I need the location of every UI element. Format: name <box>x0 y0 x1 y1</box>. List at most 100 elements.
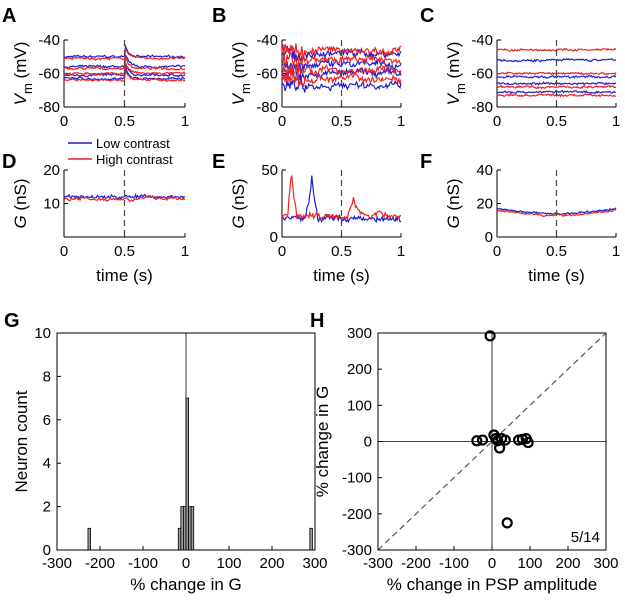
y-tick-label: -40 <box>256 32 278 49</box>
y-tick-label: -200 <box>342 506 372 523</box>
y-tick-label: 2 <box>43 499 51 516</box>
y-axis-label-symbol: G <box>229 215 248 228</box>
x-tick-label: 100 <box>517 555 542 572</box>
legend-label-low: Low contrast <box>96 136 170 151</box>
y-tick-label: 0 <box>43 542 51 559</box>
y-axis-label-subscript: m <box>20 83 35 94</box>
scatter-point <box>484 330 496 342</box>
x-tick-label: 0 <box>278 243 286 260</box>
x-tick-label: 300 <box>302 555 327 572</box>
y-tick-label: -40 <box>471 32 493 49</box>
y-axis-label: Vm (mV) <box>444 42 468 106</box>
x-tick-label: -300 <box>363 555 393 572</box>
x-tick-label: 0.5 <box>331 113 352 130</box>
y-tick-label: -100 <box>342 470 372 487</box>
y-tick-label: 8 <box>43 368 51 385</box>
trace-high-contrast <box>63 194 186 203</box>
x-axis-label: time (s) <box>313 266 370 285</box>
panel-g: G 0 2 4 6 8 10 -300 -200 -100 0 100 200 300 % change i… <box>4 310 328 594</box>
y-tick-label: 20 <box>476 196 493 213</box>
y-tick-label: 50 <box>261 162 278 179</box>
scatter-point <box>471 435 483 447</box>
x-tick-label: 0.5 <box>546 243 567 260</box>
y-axis-label-symbol: V <box>444 92 463 105</box>
trace-high-contrast <box>281 174 402 221</box>
x-tick-label: 200 <box>259 555 284 572</box>
x-axis-label: time (s) <box>528 266 585 285</box>
y-axis-label-unit: (nS) <box>444 178 463 215</box>
histogram-bar <box>185 397 189 551</box>
y-axis-label-unit: (mV) <box>11 42 30 84</box>
histogram-bar <box>309 527 313 551</box>
panel-h: H -300 -200 -100 0 100 200 300 -300 -200 -100 0 100 2… <box>310 310 619 594</box>
panel-f: F 0 20 40 0 0.5 1 G (nS) time (s) <box>420 151 620 285</box>
y-axis-label-subscript: m <box>238 83 253 94</box>
y-tick-label: -80 <box>471 99 493 116</box>
trace-high-contrast <box>281 52 402 69</box>
histogram-bar <box>87 527 91 551</box>
trace-low-contrast <box>496 58 617 63</box>
y-tick-label: -300 <box>342 542 372 559</box>
y-tick-label: 0 <box>485 229 493 246</box>
panel-a: A -40 -60 -800 0.5 1 Vm (mV) <box>2 5 189 130</box>
x-tick-label: 0.5 <box>546 113 567 130</box>
y-axis-label-symbol: V <box>229 92 248 105</box>
y-axis-label-unit: (mV) <box>444 42 463 84</box>
y-tick-label: 20 <box>43 162 60 179</box>
x-tick-label: 0 <box>60 243 68 260</box>
x-tick-label: -200 <box>85 555 115 572</box>
y-tick-label: -60 <box>38 66 60 83</box>
panel-letter-f: F <box>420 151 432 173</box>
y-tick-label: 0 <box>270 229 278 246</box>
histogram-bar <box>190 506 195 551</box>
y-tick-label: -80 <box>256 99 278 116</box>
x-tick-label: -300 <box>42 555 72 572</box>
x-tick-label: 1 <box>397 113 405 130</box>
y-axis-label-unit: (nS) <box>229 178 248 215</box>
trace-high-contrast <box>63 47 186 61</box>
trace-high-contrast <box>496 84 617 90</box>
y-axis-label: Vm (mV) <box>11 42 35 106</box>
y-axis-label: G (nS) <box>229 178 248 228</box>
count-annotation: 5/14 <box>571 529 600 546</box>
scatter-point <box>501 517 513 529</box>
y-tick-label: 100 <box>347 397 372 414</box>
y-axis-label-symbol: V <box>11 92 30 105</box>
x-tick-label: -200 <box>401 555 431 572</box>
x-tick-label: 200 <box>555 555 580 572</box>
panel-c: C -40 -60 -800 0.5 1 Vm (mV) <box>420 5 620 130</box>
x-tick-label: 300 <box>593 555 618 572</box>
trace-high-contrast <box>281 71 402 87</box>
y-tick-label: 300 <box>347 325 372 342</box>
x-tick-label: 1 <box>612 243 620 260</box>
y-tick-label: -80 <box>38 99 60 116</box>
y-axis-label: G (nS) <box>11 178 30 228</box>
x-tick-label: 1 <box>181 243 189 260</box>
x-tick-label: -100 <box>128 555 158 572</box>
y-axis-label: % change in G <box>313 386 332 498</box>
scatter-point <box>476 434 489 446</box>
panel-e: E 0 50 0 0.5 1 G (nS) time (s) <box>212 151 405 285</box>
y-tick-label: -40 <box>38 32 60 49</box>
y-tick-label: -60 <box>471 66 493 83</box>
panel-letter-g: G <box>4 310 20 332</box>
trace-low-contrast <box>496 74 617 79</box>
legend-label-high: High contrast <box>96 152 173 167</box>
x-tick-label: 1 <box>612 113 620 130</box>
panel-b: B -40 -60 -800 0.5 1 Vm (mV) <box>212 5 405 130</box>
y-tick-label: -60 <box>256 66 278 83</box>
x-tick-label: 1 <box>397 243 405 260</box>
x-tick-label: 0 <box>493 113 501 130</box>
x-tick-label: 1 <box>181 113 189 130</box>
y-tick-label: 0 <box>364 434 372 451</box>
x-axis-label: % change in G <box>130 575 242 594</box>
y-tick-label: 200 <box>347 361 372 378</box>
x-axis-label: % change in PSP amplitude <box>387 575 597 594</box>
x-tick-label: 100 <box>216 555 241 572</box>
y-axis-label: Vm (mV) <box>229 42 253 106</box>
panel-letter-c: C <box>420 5 434 27</box>
x-tick-label: 0 <box>493 243 501 260</box>
x-tick-label: 0 <box>488 555 496 572</box>
y-axis-label-unit: (mV) <box>229 42 248 84</box>
scatter-point <box>522 436 534 449</box>
